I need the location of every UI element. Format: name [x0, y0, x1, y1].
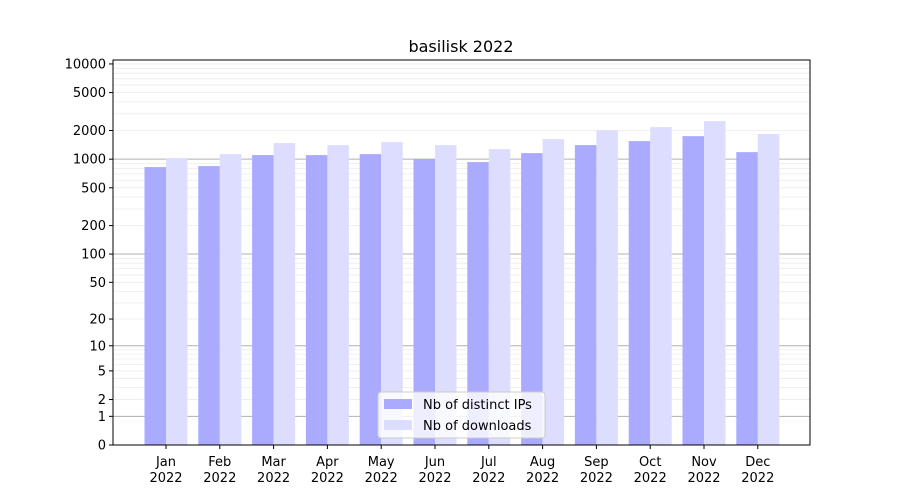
bar-distinct-ips: [305, 155, 328, 445]
y-tick-label: 500: [81, 181, 106, 196]
chart-title: basilisk 2022: [408, 37, 513, 56]
y-tick-label: 2: [98, 393, 106, 408]
bar-distinct-ips: [521, 153, 543, 446]
bar-distinct-ips: [682, 136, 704, 446]
bar-downloads: [381, 142, 403, 445]
bar-distinct-ips: [252, 155, 274, 445]
x-tick-label: May 2022: [365, 455, 398, 486]
bar-distinct-ips: [628, 141, 651, 445]
x-tick-label: Jun 2022: [418, 455, 451, 486]
y-tick-label: 10000: [65, 57, 106, 72]
y-tick-label: 50: [89, 276, 106, 291]
y-tick-label: 20: [89, 313, 106, 328]
bar-downloads: [435, 145, 457, 445]
bar-distinct-ips: [144, 167, 166, 445]
y-tick-label: 10: [89, 339, 106, 354]
bar-downloads: [219, 154, 242, 446]
bar-downloads: [273, 143, 296, 445]
bar-downloads: [650, 127, 672, 445]
x-tick-label: Oct 2022: [634, 455, 667, 486]
y-tick-label: 1: [98, 410, 106, 425]
x-tick-label: Aug 2022: [526, 455, 559, 486]
legend-label: Nb of distinct IPs: [423, 398, 532, 413]
bar-downloads: [704, 121, 726, 446]
x-tick-label: Dec 2022: [741, 455, 774, 486]
bar-downloads: [327, 145, 349, 445]
x-tick-label: Mar 2022: [257, 455, 290, 486]
bar-distinct-ips: [413, 159, 435, 445]
y-tick-label: 1000: [73, 153, 106, 168]
bar-distinct-ips: [574, 145, 597, 445]
bar-downloads: [596, 130, 618, 445]
x-tick-label: Feb 2022: [203, 455, 236, 486]
bar-distinct-ips: [359, 154, 382, 446]
bar-downloads: [166, 158, 188, 446]
bar-downloads: [488, 149, 511, 446]
x-tick-label: Jan 2022: [149, 455, 182, 486]
bar-distinct-ips: [198, 166, 220, 446]
bar-downloads: [757, 134, 780, 445]
x-tick-label: Nov 2022: [687, 455, 720, 486]
x-tick-label: Apr 2022: [311, 455, 344, 486]
legend-box: [377, 391, 546, 439]
y-tick-label: 200: [81, 219, 106, 234]
y-tick-label: 5: [98, 364, 106, 379]
bar-distinct-ips: [467, 162, 489, 445]
legend-swatch: [384, 420, 412, 430]
y-tick-label: 5000: [73, 86, 106, 101]
legend-swatch: [384, 399, 412, 409]
x-tick-label: Sep 2022: [580, 455, 613, 486]
y-tick-label: 100: [81, 248, 106, 263]
legend: Nb of distinct IPs Nb of downloads: [377, 391, 546, 439]
plot-frame: [112, 59, 811, 446]
bar-downloads: [542, 139, 565, 445]
y-tick-label: 0: [98, 439, 106, 454]
bar-distinct-ips: [736, 152, 758, 445]
x-tick-label: Jul 2022: [472, 455, 505, 486]
y-tick-label: 2000: [73, 124, 106, 139]
legend-label: Nb of downloads: [423, 419, 532, 434]
